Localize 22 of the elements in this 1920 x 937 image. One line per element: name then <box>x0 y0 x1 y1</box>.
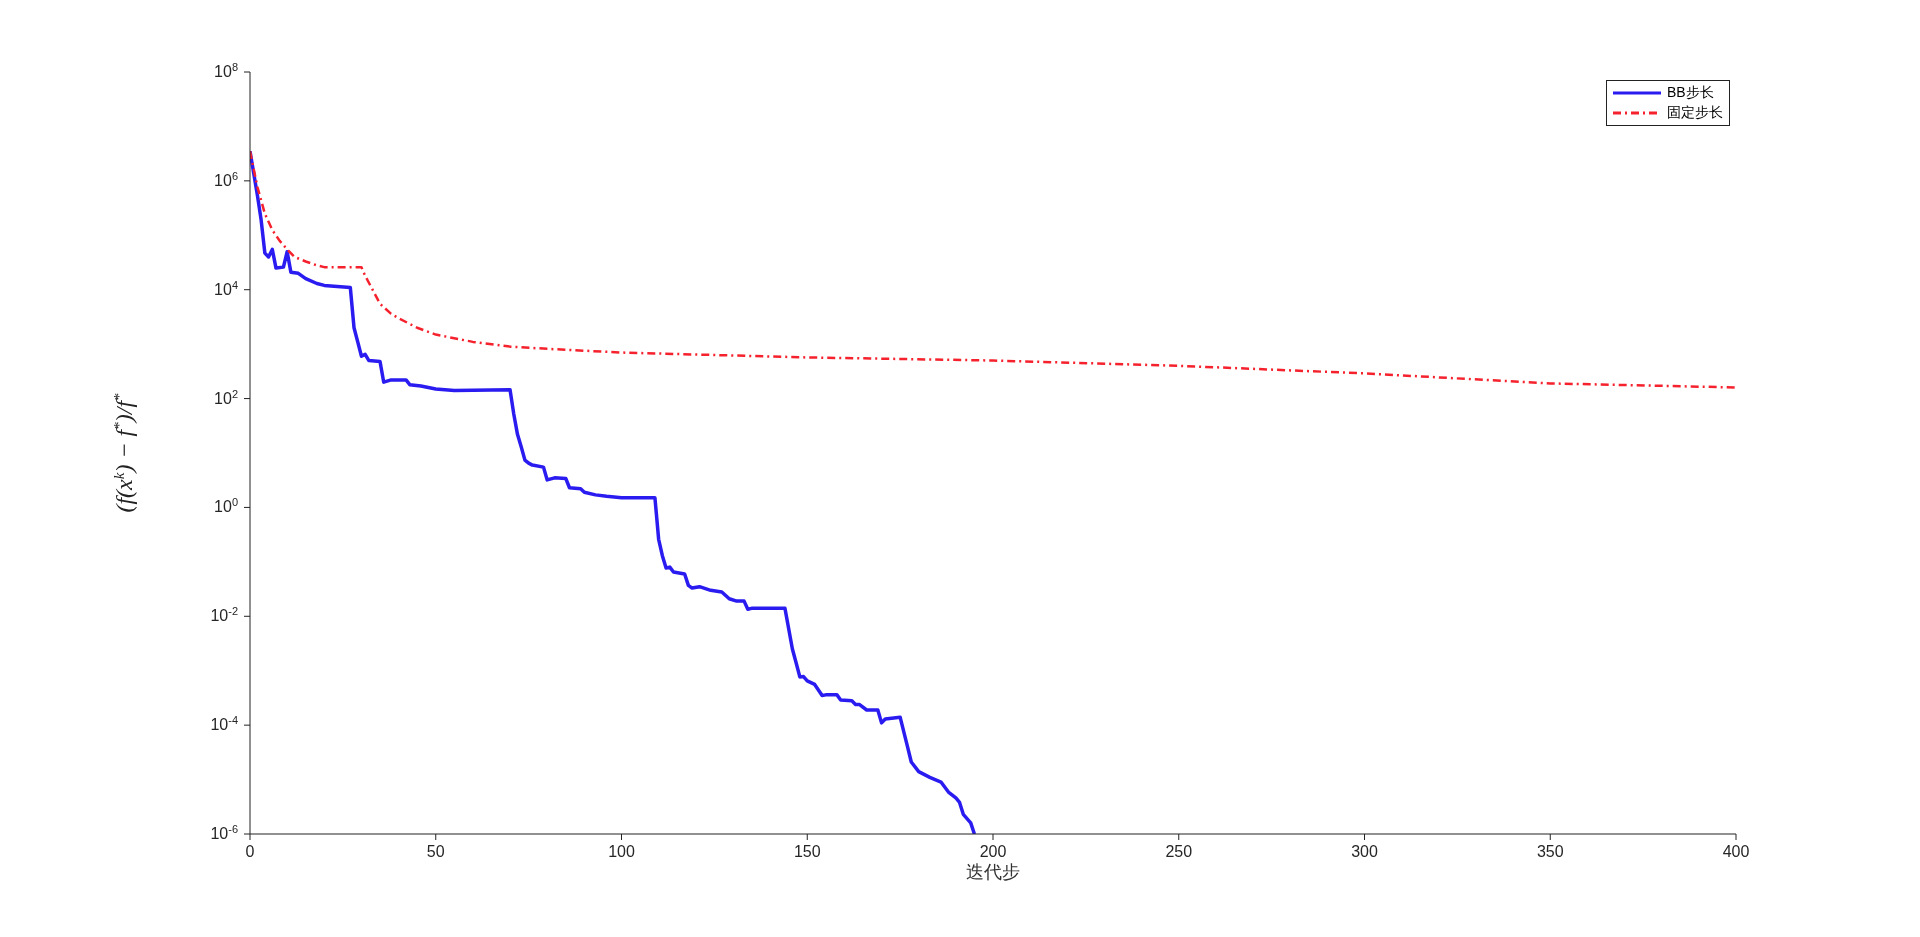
x-tick-label: 150 <box>793 843 821 861</box>
y-tick-label: 10$^{-6}$ <box>210 823 238 842</box>
legend-label: BB步长 <box>1667 84 1714 102</box>
y-tick-label: 10$^{4}$ <box>214 278 238 298</box>
y-tick-label: 10$^{0}$ <box>214 496 238 516</box>
x-tick-label: 0 <box>245 843 255 861</box>
x-tick-label: 300 <box>1351 843 1378 861</box>
y-tick-label: 10$^{2}$ <box>214 387 238 407</box>
line-series <box>250 149 977 834</box>
x-tick-label: 200 <box>979 843 1007 861</box>
x-tick-label: 50 <box>426 843 445 861</box>
line-series <box>250 149 1736 389</box>
y-tick-label: 10$^{-4}$ <box>210 714 238 734</box>
y-tick-label: 10$^{6}$ <box>214 169 238 189</box>
legend-label: 固定步长 <box>1667 104 1723 122</box>
x-tick-label: 400 <box>1722 843 1750 861</box>
x-tick-label: 250 <box>1165 843 1193 861</box>
y-tick-label: 10$^{8}$ <box>214 61 238 80</box>
y-tick-label: 10$^{-2}$ <box>210 605 238 625</box>
x-tick-label: 350 <box>1536 843 1564 861</box>
x-tick-label: 100 <box>608 843 635 861</box>
x-axis-title: 迭代步 <box>966 862 1020 882</box>
